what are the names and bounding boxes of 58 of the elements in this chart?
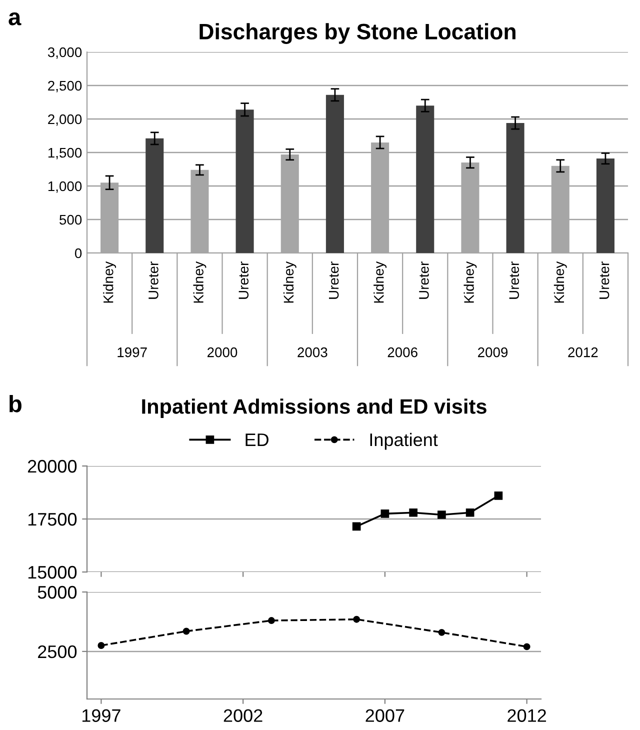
x-tick-label: Kidney <box>374 261 387 303</box>
y-tick-label: 3,000 <box>48 47 82 59</box>
y-tick-label: 2500 <box>38 645 77 658</box>
y-tick-label: 2,500 <box>48 80 82 92</box>
point <box>182 628 190 635</box>
bar <box>416 106 434 253</box>
x-tick-label: Kidney <box>464 261 477 303</box>
y-tick-label: 1,000 <box>48 181 82 193</box>
point <box>380 510 390 518</box>
x-tick-label: Ureter <box>509 262 520 299</box>
point <box>409 508 418 517</box>
point <box>438 510 446 519</box>
point <box>494 492 503 500</box>
point <box>353 616 360 623</box>
text: 2006 <box>388 347 418 358</box>
text: 2012 <box>568 347 598 358</box>
x-tick-label: Ureter <box>599 262 610 299</box>
x-tick-label: Kidney <box>103 261 116 303</box>
x-tick-label: Kidney <box>283 261 296 303</box>
x-tick-label: 2012 <box>508 709 546 722</box>
point <box>523 643 530 650</box>
text: 2000 <box>208 347 238 358</box>
legend-label: ED <box>246 434 268 446</box>
chart-title: Inpatient Admissions and ED visits <box>142 398 486 418</box>
x-tick-label: Ureter <box>148 262 158 299</box>
x-tick-label: Ureter <box>238 262 249 299</box>
text: a <box>8 12 22 26</box>
bar <box>506 123 524 253</box>
bar <box>326 94 344 253</box>
point <box>466 508 474 517</box>
bar <box>596 158 614 253</box>
point <box>98 642 105 649</box>
y-tick-label: 2,000 <box>48 114 82 126</box>
y-tick-label: 15000 <box>28 566 77 579</box>
x-tick-label: 1997 <box>82 709 120 722</box>
y-tick-label: 1,500 <box>48 148 82 160</box>
y-tick-label: 500 <box>60 214 82 225</box>
x-tick-label: 2002 <box>224 709 262 722</box>
point <box>438 628 446 636</box>
y-tick-label: 0 <box>74 248 82 258</box>
chart-title: Discharges by Stone Location <box>200 23 516 44</box>
text: 1997 <box>118 347 147 358</box>
bar <box>236 110 254 253</box>
y-tick-label: 5000 <box>38 586 77 599</box>
y-tick-label: 17500 <box>28 512 77 526</box>
y-tick-label: 20000 <box>28 460 77 473</box>
text: 2009 <box>478 347 508 358</box>
x-tick-label: Kidney <box>193 261 206 303</box>
text: b <box>10 395 22 412</box>
text: 2003 <box>298 347 328 358</box>
x-tick-label: Ureter <box>419 262 429 299</box>
legend-label: Inpatient <box>370 432 438 450</box>
x-tick-label: 2007 <box>366 709 404 722</box>
point <box>268 617 275 624</box>
x-tick-label: Ureter <box>328 262 339 299</box>
x-tick-label: Kidney <box>554 261 567 303</box>
bar <box>146 138 164 253</box>
point <box>352 522 361 531</box>
